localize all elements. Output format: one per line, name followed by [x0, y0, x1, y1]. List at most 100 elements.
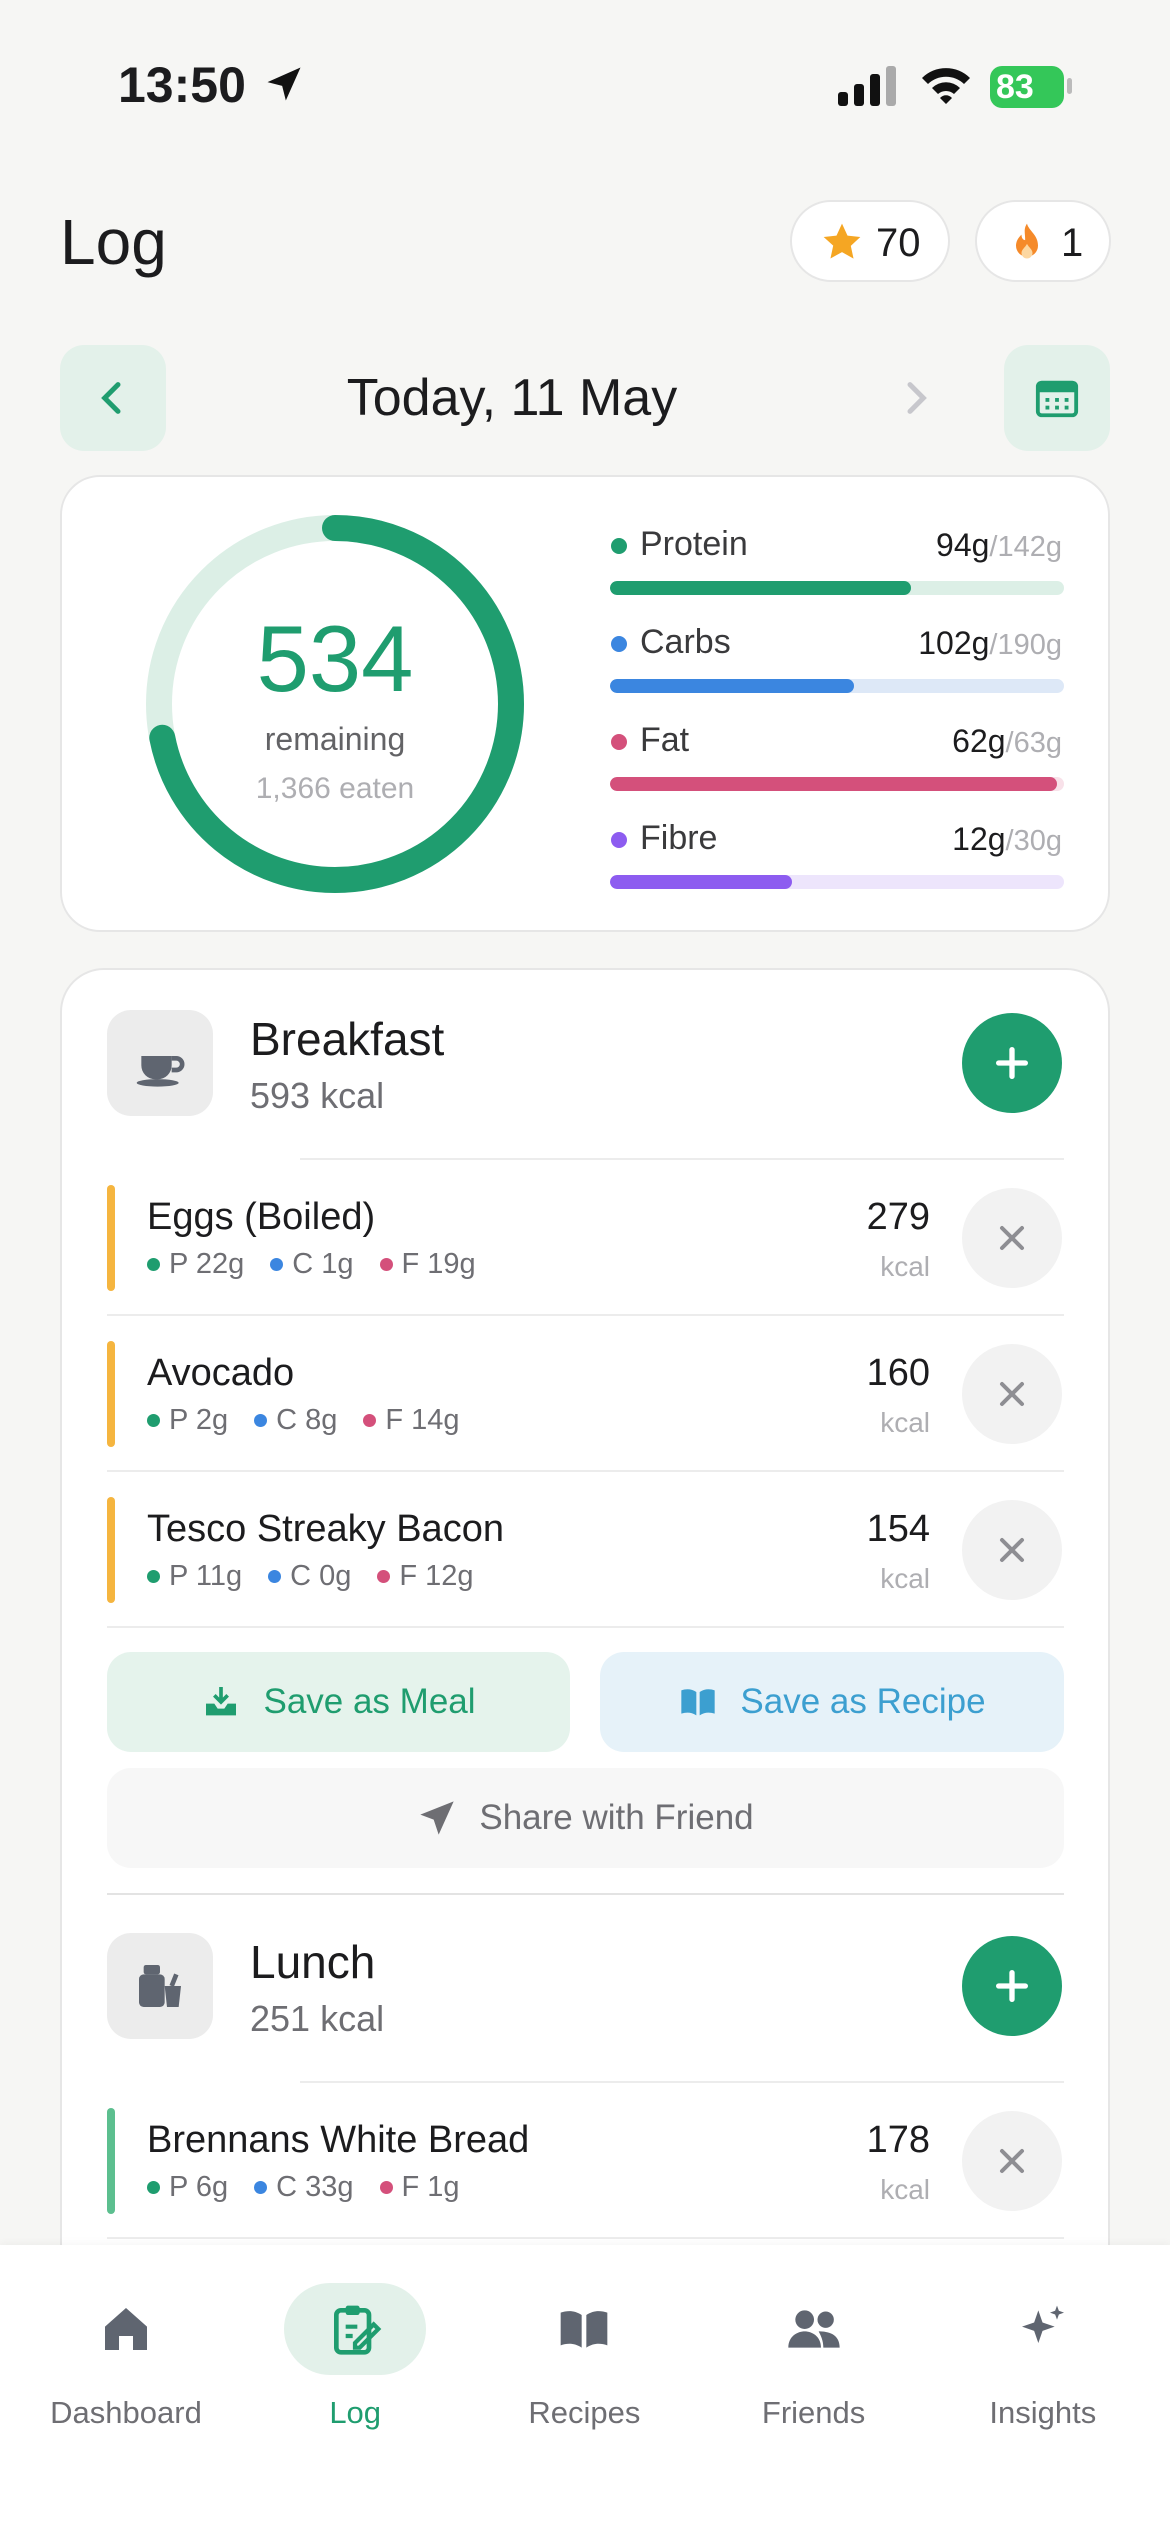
remove-item-button[interactable] — [962, 2111, 1062, 2211]
item-accent — [107, 2108, 115, 2214]
item-macro: C 0g — [268, 1560, 351, 1593]
date-label: Today, 11 May — [346, 369, 678, 427]
remove-item-button-icon — [1000, 1226, 1024, 1250]
streak-badge[interactable]: 1 — [975, 200, 1111, 282]
nav-item[interactable]: Friends — [714, 2265, 914, 2485]
item-kcal: 154 — [866, 1508, 930, 1550]
remove-item-button-icon — [1000, 1538, 1024, 1562]
meal-icon — [107, 1010, 213, 1116]
status-time: 13:50 — [118, 57, 246, 113]
add-food-button[interactable] — [962, 1013, 1062, 1113]
item-macro-text: C 33g — [276, 2171, 354, 2203]
item-macro: C 33g — [254, 2171, 354, 2204]
item-macro-text: F 12g — [399, 1560, 474, 1592]
item-accent — [107, 1185, 115, 1291]
macro-dot — [611, 734, 627, 750]
item-kcal: 178 — [866, 2119, 930, 2161]
ring-progress — [146, 515, 524, 893]
macro-amount: 94g/142g — [936, 527, 1062, 564]
next-day-button — [907, 382, 927, 414]
item-name: Tesco Streaky Bacon — [147, 1508, 504, 1550]
nav-label: Insights — [989, 2395, 1097, 2430]
nav-item[interactable]: Log — [255, 2265, 455, 2485]
share-label: Share with Friend — [479, 1798, 754, 1837]
nav-active-pill — [284, 2283, 427, 2375]
previous-day-button[interactable] — [60, 345, 166, 451]
save-meal-label: Save as Meal — [263, 1682, 476, 1721]
macro-goal: /30g — [1005, 825, 1062, 857]
nav-item[interactable]: Insights — [943, 2265, 1143, 2485]
item-macro: P 11g — [147, 1560, 242, 1593]
battery-level: 83 — [996, 68, 1034, 106]
macro-track — [610, 679, 1064, 693]
macro-goal: /190g — [989, 629, 1062, 661]
remove-item-button[interactable] — [962, 1344, 1062, 1444]
remove-item-button-icon — [1000, 2149, 1024, 2173]
item-macro-dot — [379, 1258, 393, 1271]
item-name: Avocado — [147, 1352, 295, 1394]
share-icon — [420, 1801, 455, 1835]
save-meal-button[interactable]: Save as Meal — [107, 1652, 570, 1752]
divider — [107, 1470, 1064, 1472]
calendar-icon — [1035, 380, 1079, 418]
save-recipe-label: Save as Recipe — [740, 1682, 986, 1721]
macro-name: Fat — [640, 721, 690, 759]
item-macro-dot — [147, 1258, 160, 1271]
remove-item-button[interactable] — [962, 1500, 1062, 1600]
streak-badge-count: 1 — [1061, 221, 1084, 265]
battery: 83 — [990, 66, 1064, 108]
meal-name: Lunch — [250, 1936, 376, 1988]
item-macro-text: C 0g — [290, 1560, 352, 1592]
item-macro-text: P 6g — [169, 2171, 229, 2203]
macro-amount: 62g/63g — [952, 723, 1062, 760]
macro-amount: 102g/190g — [918, 625, 1062, 662]
calendar-button[interactable] — [1004, 345, 1110, 451]
save-meal-icon — [206, 1687, 237, 1716]
item-macro-dot — [254, 1414, 268, 1427]
item-kcal-unit: kcal — [880, 1407, 930, 1438]
share-button[interactable]: Share with Friend — [107, 1768, 1064, 1868]
item-macro-text: P 22g — [169, 1248, 245, 1280]
item-macro: F 1g — [379, 2171, 460, 2204]
nav-icon — [334, 2305, 382, 2355]
nav-item[interactable]: Dashboard — [26, 2265, 226, 2485]
item-macro-text: C 1g — [292, 1248, 354, 1280]
item-macro-dot — [147, 1570, 160, 1583]
item-accent — [107, 1497, 115, 1603]
macro-dot — [611, 832, 627, 848]
add-food-button[interactable] — [962, 1936, 1062, 2036]
save-recipe-button[interactable]: Save as Recipe — [600, 1652, 1064, 1752]
item-macro-dot — [268, 1570, 282, 1583]
item-macro: P 2g — [147, 1404, 228, 1437]
stars-badge[interactable]: 70 — [790, 200, 950, 282]
item-macro-text: C 8g — [276, 1404, 338, 1436]
divider — [300, 1158, 1064, 1160]
divider — [107, 1314, 1064, 1316]
item-name: Eggs (Boiled) — [147, 1196, 376, 1238]
macro-bar — [610, 581, 911, 595]
item-macros: P 11g C 0g F 12g — [147, 1560, 500, 1593]
item-macro: P 6g — [147, 2171, 228, 2204]
item-macros: P 6g C 33g F 1g — [147, 2171, 486, 2204]
macro-dot — [611, 538, 627, 554]
summary-card: 534 remaining 1,366 eaten Protein 94g/142g Ca… — [60, 475, 1110, 932]
nav-icon — [1021, 2305, 1064, 2343]
meal-kcal: 251 kcal — [250, 1998, 385, 2039]
item-macro-text: F 1g — [401, 2171, 460, 2203]
macro-track — [610, 777, 1064, 791]
macro-bar — [610, 875, 792, 889]
save-recipe-icon — [681, 1689, 716, 1716]
item-kcal-unit: kcal — [880, 2174, 930, 2205]
item-macro: C 8g — [254, 1404, 337, 1437]
chevron-left — [101, 382, 121, 414]
macro-eaten: 12g — [952, 821, 1006, 857]
macro-name: Carbs — [640, 623, 731, 661]
nav-icon — [105, 2308, 147, 2350]
remove-item-button-icon — [1000, 1382, 1024, 1406]
item-macro-dot — [363, 1414, 377, 1427]
item-macro: C 1g — [270, 1248, 354, 1281]
remove-item-button[interactable] — [962, 1188, 1062, 1288]
divider — [300, 2081, 1064, 2083]
nav-item[interactable]: Recipes — [484, 2265, 684, 2485]
